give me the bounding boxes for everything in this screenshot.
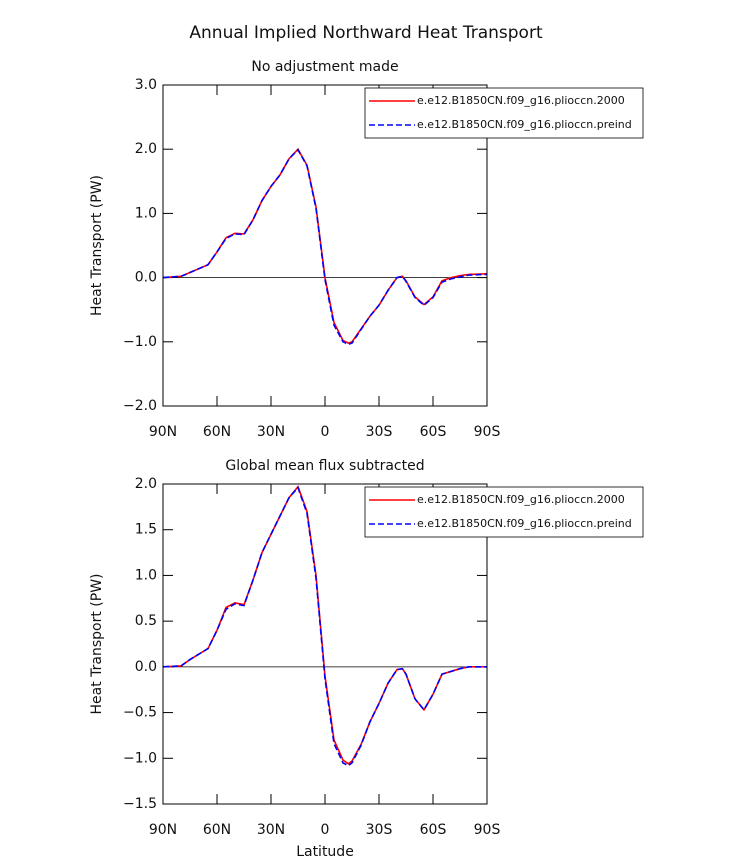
legend-label: e.e12.B1850CN.f09_g16.plioccn.2000 [417, 94, 625, 107]
legend-box [364, 486, 644, 538]
x-tick-label: 0 [321, 424, 330, 440]
y-tick-label: 2.0 [135, 476, 157, 492]
x-tick-label: 60N [203, 822, 231, 838]
chart-subtitle: No adjustment made [251, 59, 398, 75]
x-tick-label: 0 [321, 822, 330, 838]
y-tick-label: 3.0 [135, 77, 157, 93]
y-tick-label: 1.0 [135, 205, 157, 221]
x-tick-label: 30S [366, 424, 393, 440]
y-tick-label: −1.5 [123, 796, 157, 812]
y-tick-label: −0.5 [123, 705, 157, 721]
y-tick-label: −1.0 [123, 750, 157, 766]
y-axis-label: Heat Transport (PW) [89, 175, 105, 316]
x-tick-label: 30N [257, 822, 285, 838]
x-axis-label: Latitude [296, 844, 354, 860]
series-line [162, 486, 487, 767]
y-tick-label: 1.0 [135, 567, 157, 583]
chart-subtitle: Global mean flux subtracted [225, 458, 424, 474]
y-tick-label: 0.0 [135, 659, 157, 675]
legend-label: e.e12.B1850CN.f09_g16.plioccn.2000 [417, 493, 625, 506]
legend-label: e.e12.B1850CN.f09_g16.plioccn.preind [417, 517, 632, 530]
y-tick-label: −1.0 [123, 334, 157, 350]
legend-box [364, 87, 644, 139]
y-tick-label: 1.5 [135, 522, 157, 538]
x-tick-label: 60N [203, 424, 231, 440]
y-tick-label: 0.0 [135, 270, 157, 286]
y-axis-label: Heat Transport (PW) [89, 573, 105, 714]
x-tick-label: 60S [420, 822, 447, 838]
figure-title: Annual Implied Northward Heat Transport [189, 23, 543, 43]
x-tick-label: 90N [149, 424, 177, 440]
legend-label: e.e12.B1850CN.f09_g16.plioccn.preind [417, 118, 632, 131]
x-tick-label: 30N [257, 424, 285, 440]
y-tick-label: 0.5 [135, 613, 157, 629]
plot-frame [162, 483, 488, 805]
x-tick-label: 30S [366, 822, 393, 838]
x-tick-label: 90S [474, 822, 501, 838]
x-tick-label: 90S [474, 424, 501, 440]
x-tick-label: 90N [149, 822, 177, 838]
y-tick-label: −2.0 [123, 398, 157, 414]
x-tick-label: 60S [420, 424, 447, 440]
y-tick-label: 2.0 [135, 141, 157, 157]
series-line [162, 148, 488, 346]
series-line [162, 147, 488, 344]
plot-frame [162, 84, 488, 407]
